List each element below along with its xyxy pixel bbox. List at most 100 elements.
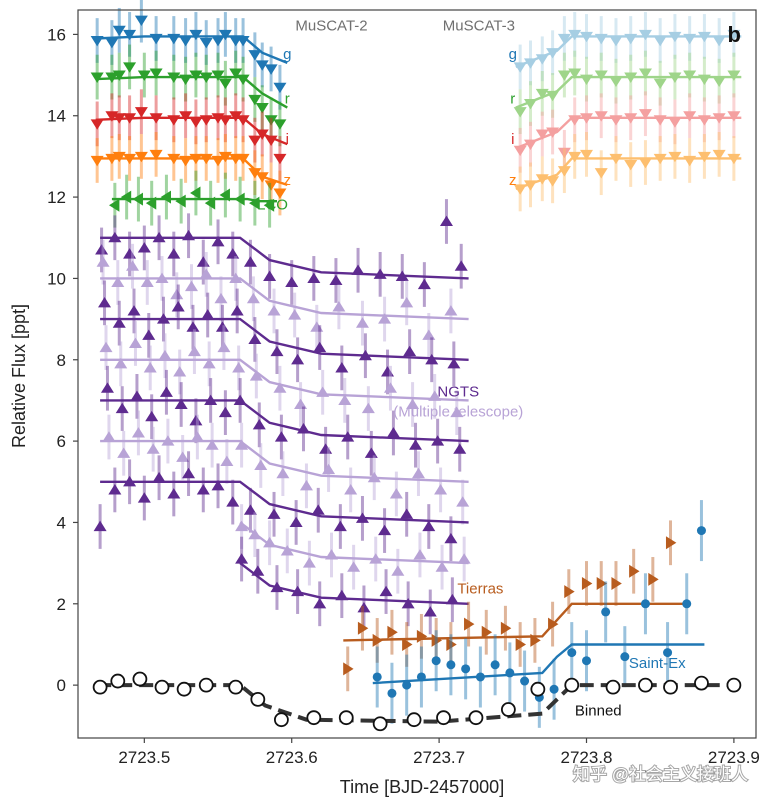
data-point-1-9 (199, 72, 213, 83)
data-point-18-6 (431, 633, 443, 647)
data-point-9-16 (373, 268, 387, 279)
plot-frame (77, 9, 757, 739)
series-14 (100, 410, 470, 525)
data-point-19-2 (402, 680, 412, 690)
data-point-7-3 (546, 176, 560, 187)
data-point-17-5 (335, 589, 349, 601)
data-point-14-7 (205, 439, 219, 450)
data-point-14-1 (117, 447, 131, 458)
series-12 (99, 321, 469, 436)
x-tick-label-0: 2723.5 (118, 748, 170, 767)
data-point-11-18 (425, 353, 439, 365)
data-point-0-10 (211, 35, 225, 47)
data-point-4-9 (624, 33, 638, 45)
annotation-12: (Multiple telescope) (393, 404, 523, 421)
data-point-19-20 (696, 526, 706, 536)
data-point-0-11 (218, 29, 232, 41)
data-point-18-16 (596, 576, 608, 590)
data-point-2-2 (112, 113, 126, 124)
data-point-4-2 (535, 54, 549, 65)
data-point-5-1 (523, 98, 537, 110)
data-point-8-4 (160, 190, 171, 204)
y-tick-label-4: 8 (57, 351, 66, 370)
data-point-12-9 (232, 362, 246, 373)
data-point-9-19 (439, 215, 453, 227)
data-point-0-14 (248, 50, 262, 61)
data-point-14-12 (299, 479, 313, 491)
data-point-18-14 (564, 585, 575, 599)
data-point-11-9 (230, 305, 244, 316)
data-point-18-8 (464, 617, 475, 631)
data-point-1-16 (264, 115, 278, 126)
data-point-2-8 (189, 117, 203, 128)
data-point-20-2 (132, 671, 148, 687)
data-point-5-6 (580, 74, 593, 85)
data-point-10-0 (96, 256, 110, 267)
data-point-11-7 (201, 309, 215, 320)
series-17 (235, 536, 469, 635)
data-point-15-13 (311, 504, 325, 515)
data-point-0-13 (236, 35, 250, 47)
data-point-18-1 (357, 621, 369, 635)
annotation-8: i (511, 131, 514, 148)
data-point-11-11 (270, 345, 284, 357)
data-point-20-10 (338, 710, 354, 726)
annotation-11: NGTS (437, 383, 479, 400)
data-point-20-0 (92, 679, 108, 695)
data-point-12-8 (217, 341, 231, 353)
data-point-14-16 (389, 488, 403, 499)
data-point-13-18 (431, 435, 445, 446)
data-point-10-9 (229, 272, 243, 283)
data-point-16-5 (325, 549, 339, 560)
data-point-5-3 (546, 90, 560, 102)
model-line-13 (100, 399, 469, 443)
data-point-3-8 (189, 153, 203, 165)
data-point-11-4 (156, 313, 170, 324)
data-point-5-4 (557, 70, 571, 81)
data-point-9-9 (226, 248, 240, 259)
data-point-14-17 (411, 467, 425, 479)
data-point-4-14 (697, 31, 711, 43)
data-point-6-0 (513, 145, 527, 157)
panel-label: b (728, 22, 741, 47)
x-tick-label-1: 2723.6 (266, 748, 318, 767)
data-point-9-20 (454, 260, 468, 271)
data-point-10-3 (140, 276, 154, 288)
data-point-16-7 (369, 553, 383, 564)
data-point-11-3 (142, 329, 156, 340)
data-point-4-10 (638, 29, 652, 41)
data-point-19-1 (387, 688, 397, 698)
data-point-12-7 (202, 357, 216, 369)
data-point-7-0 (513, 184, 527, 195)
data-point-9-1 (108, 231, 122, 243)
y-tick-label-5: 10 (47, 269, 66, 288)
data-point-10-4 (155, 272, 169, 283)
data-point-12-4 (158, 349, 172, 361)
data-point-19-16 (620, 652, 630, 662)
data-point-19-15 (601, 607, 611, 617)
data-point-12-18 (428, 390, 442, 401)
data-point-7-11 (653, 153, 667, 165)
data-point-13-11 (274, 431, 288, 442)
annotation-15: Binned (575, 703, 622, 720)
data-point-4-16 (727, 29, 741, 41)
data-point-9-10 (243, 256, 257, 267)
data-point-12-19 (450, 406, 464, 418)
data-point-10-2 (126, 260, 140, 271)
data-point-3-14 (248, 168, 262, 179)
data-point-13-9 (233, 394, 247, 405)
data-point-6-4 (557, 147, 571, 159)
data-point-18-20 (665, 536, 677, 550)
data-point-1-4 (137, 70, 151, 81)
data-point-13-15 (364, 447, 378, 458)
data-point-3-10 (211, 155, 225, 167)
data-point-2-9 (199, 115, 213, 126)
data-point-5-0 (513, 107, 527, 118)
annotation-9: z (509, 172, 517, 189)
data-point-0-5 (149, 33, 163, 45)
data-point-2-7 (179, 111, 193, 122)
data-point-13-2 (130, 390, 144, 401)
data-point-17-2 (270, 581, 284, 593)
data-point-11-12 (291, 353, 305, 365)
model-line-15 (100, 480, 469, 524)
